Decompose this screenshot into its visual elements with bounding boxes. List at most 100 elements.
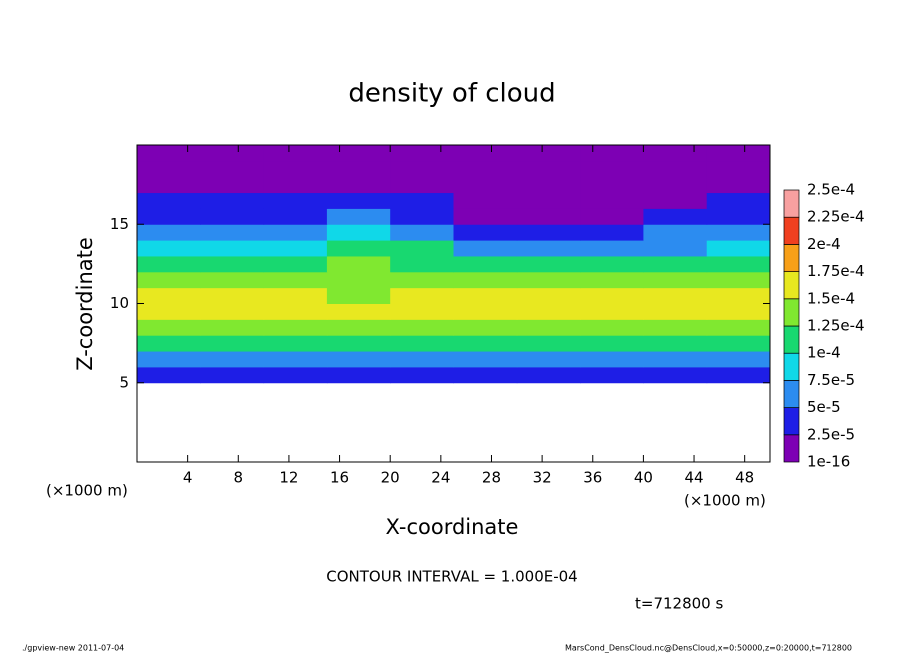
colorbar-label: 1.75e-4 <box>807 262 865 280</box>
cell <box>137 255 201 273</box>
cell <box>706 366 771 384</box>
cell <box>326 208 391 225</box>
cell <box>137 145 201 162</box>
cell <box>580 145 644 162</box>
cell <box>643 271 708 289</box>
cell <box>706 224 771 241</box>
cell <box>390 176 454 194</box>
cell <box>580 303 644 320</box>
x-tick-label: 12 <box>279 469 298 487</box>
annotation: CONTOUR INTERVAL = 1.000E-04 <box>326 568 577 586</box>
cell <box>137 224 201 241</box>
cell <box>200 208 265 225</box>
cell <box>516 271 581 289</box>
cell <box>390 287 454 304</box>
cell <box>326 303 391 320</box>
cell <box>453 366 518 384</box>
colorbar-label: 2e-4 <box>807 235 841 253</box>
time-label: t=712800 s <box>635 595 723 613</box>
cell <box>643 287 708 304</box>
colorbar-label: 2.5e-4 <box>807 181 855 199</box>
cell <box>390 351 454 368</box>
cell <box>580 287 644 304</box>
y-tick-label: 5 <box>119 373 129 391</box>
cell <box>326 176 391 194</box>
x-tick-label: 36 <box>583 469 602 487</box>
cell <box>453 208 518 225</box>
cell <box>453 176 518 194</box>
cell <box>200 335 265 352</box>
cell <box>580 271 644 289</box>
cell <box>263 176 328 194</box>
cell <box>263 271 328 289</box>
colorbar-box <box>783 407 800 436</box>
colorbar-box <box>783 352 800 381</box>
cell <box>516 335 581 352</box>
cell <box>263 160 328 178</box>
x-tick-label: 16 <box>330 469 349 487</box>
x-unit: (×1000 m) <box>684 492 766 510</box>
cell <box>516 240 581 257</box>
cell <box>580 224 644 241</box>
cell <box>326 351 391 368</box>
x-tick-label: 4 <box>183 469 193 487</box>
cell <box>390 335 454 352</box>
colorbar-label: 2.5e-5 <box>807 425 855 443</box>
cell <box>706 160 771 178</box>
cell <box>516 176 581 194</box>
cell <box>137 319 201 336</box>
cell <box>137 335 201 352</box>
colorbar-label: 1e-16 <box>807 453 850 471</box>
x-tick-label: 40 <box>634 469 653 487</box>
cell <box>137 160 201 178</box>
cell <box>453 255 518 273</box>
cell <box>706 255 771 273</box>
x-unit: (×1000 m) <box>46 482 128 500</box>
cell <box>516 192 581 209</box>
cell <box>200 240 265 257</box>
cell <box>643 176 708 194</box>
cell <box>706 192 771 209</box>
cell <box>453 145 518 162</box>
colorbar-box <box>783 380 800 408</box>
cell <box>390 271 454 289</box>
cell <box>200 176 265 194</box>
cell <box>643 351 708 368</box>
cell <box>137 366 201 384</box>
cell <box>137 208 201 225</box>
cell <box>580 160 644 178</box>
colorbar-label: 1e-4 <box>807 344 841 362</box>
cell <box>263 319 328 336</box>
cell <box>263 145 328 162</box>
x-tick-label: 48 <box>735 469 754 487</box>
cell <box>516 160 581 178</box>
cell <box>263 255 328 273</box>
cell <box>200 224 265 241</box>
cell <box>137 176 201 194</box>
cell <box>326 319 391 336</box>
cell <box>200 287 265 304</box>
cell <box>643 255 708 273</box>
colorbar-box <box>783 216 800 245</box>
cell <box>580 208 644 225</box>
cell <box>516 287 581 304</box>
cell <box>643 240 708 257</box>
cell <box>643 145 708 162</box>
cell <box>580 366 644 384</box>
colorbar-label: 5e-5 <box>807 398 841 416</box>
cell <box>263 208 328 225</box>
cell <box>200 255 265 273</box>
cell <box>516 255 581 273</box>
cell <box>263 224 328 241</box>
cell <box>263 303 328 320</box>
cell <box>263 287 328 304</box>
cell <box>706 335 771 352</box>
cell <box>263 192 328 209</box>
colorbar-box <box>783 244 800 272</box>
cell <box>326 255 391 273</box>
cell <box>326 335 391 352</box>
cell <box>453 319 518 336</box>
cell <box>390 208 454 225</box>
colorbar-box <box>783 271 800 300</box>
